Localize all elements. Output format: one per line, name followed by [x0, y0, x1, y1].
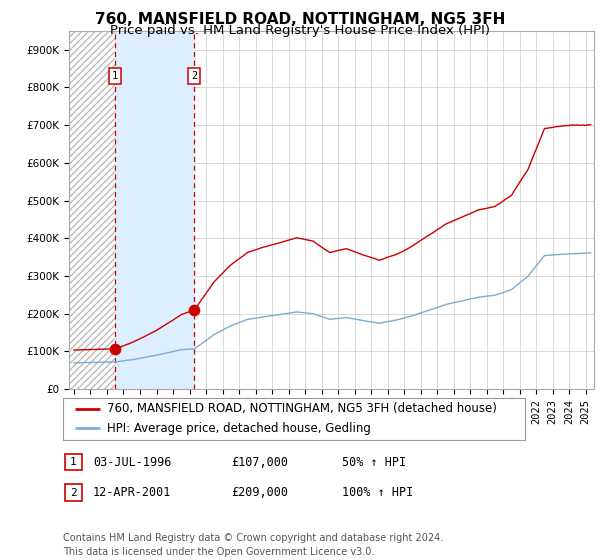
Text: £107,000: £107,000 — [231, 455, 288, 469]
Text: HPI: Average price, detached house, Gedling: HPI: Average price, detached house, Gedl… — [107, 422, 371, 435]
Text: £209,000: £209,000 — [231, 486, 288, 500]
FancyBboxPatch shape — [63, 398, 525, 440]
Text: Contains HM Land Registry data © Crown copyright and database right 2024.
This d: Contains HM Land Registry data © Crown c… — [63, 533, 443, 557]
FancyBboxPatch shape — [65, 484, 82, 501]
Text: 1: 1 — [70, 457, 77, 467]
Point — [110, 344, 120, 353]
Text: 100% ↑ HPI: 100% ↑ HPI — [342, 486, 413, 500]
Point — [189, 306, 199, 315]
Text: 03-JUL-1996: 03-JUL-1996 — [93, 455, 172, 469]
Text: Price paid vs. HM Land Registry's House Price Index (HPI): Price paid vs. HM Land Registry's House … — [110, 24, 490, 37]
Bar — [115, 31, 194, 389]
Text: 760, MANSFIELD ROAD, NOTTINGHAM, NG5 3FH: 760, MANSFIELD ROAD, NOTTINGHAM, NG5 3FH — [95, 12, 505, 27]
Text: 12-APR-2001: 12-APR-2001 — [93, 486, 172, 500]
Text: 760, MANSFIELD ROAD, NOTTINGHAM, NG5 3FH (detached house): 760, MANSFIELD ROAD, NOTTINGHAM, NG5 3FH… — [107, 403, 497, 416]
Text: 2: 2 — [70, 488, 77, 498]
FancyBboxPatch shape — [65, 454, 82, 470]
Text: 2: 2 — [191, 71, 197, 81]
Text: 50% ↑ HPI: 50% ↑ HPI — [342, 455, 406, 469]
Text: 1: 1 — [112, 71, 118, 81]
